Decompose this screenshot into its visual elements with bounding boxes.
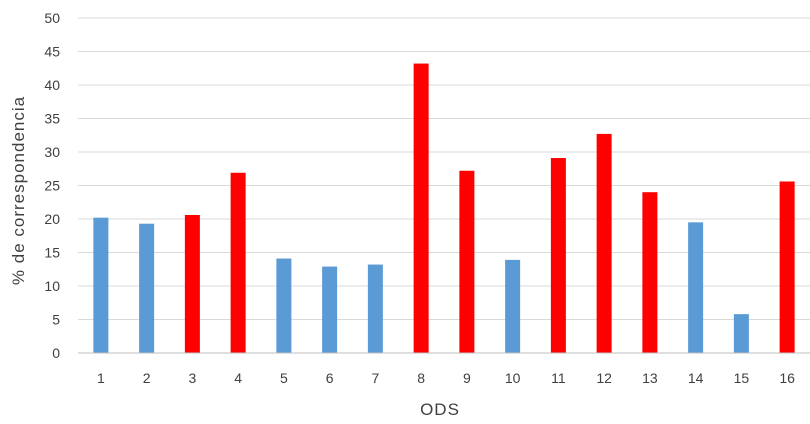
bar-ods-9 — [459, 170, 475, 353]
bar-ods-5 — [276, 258, 292, 353]
bar-ods-15 — [733, 314, 749, 353]
gridlines — [78, 17, 810, 320]
bar-ods-2 — [139, 223, 155, 353]
bar-ods-8 — [413, 63, 429, 354]
x-tick-label: 8 — [417, 370, 425, 386]
x-tick-label: 11 — [551, 370, 566, 386]
y-tick-label: 20 — [44, 211, 60, 227]
y-tick-label: 40 — [44, 77, 60, 93]
x-tick-label: 4 — [234, 370, 242, 386]
y-tick-label: 45 — [44, 44, 60, 60]
bar-ods-11 — [550, 158, 566, 353]
y-tick-label: 10 — [44, 278, 60, 294]
bar-ods-7 — [367, 264, 383, 353]
x-tick-label: 5 — [280, 370, 288, 386]
y-tick-label: 30 — [44, 144, 60, 160]
x-tick-label: 2 — [143, 370, 151, 386]
x-axis-title: ODS — [420, 400, 460, 419]
y-tick-label: 50 — [44, 10, 60, 26]
x-tick-label: 14 — [688, 370, 704, 386]
y-tick-label: 15 — [44, 245, 60, 261]
x-tick-label: 10 — [505, 370, 521, 386]
bar-ods-6 — [322, 266, 338, 353]
x-tick-label: 7 — [371, 370, 379, 386]
bar-ods-14 — [688, 222, 704, 353]
x-tick-label: 12 — [596, 370, 612, 386]
x-tick-label: 6 — [326, 370, 334, 386]
y-tick-label: 35 — [44, 111, 60, 127]
bar-ods-12 — [596, 133, 612, 353]
y-tick-label: 0 — [52, 345, 60, 361]
x-axis-tick-labels: 1 2 3 4 5 6 7 8 9 10 11 12 13 14 15 16 — [97, 370, 795, 386]
x-tick-label: 13 — [642, 370, 658, 386]
bar-ods-1 — [93, 217, 109, 353]
y-axis-tick-labels: 0 5 10 15 20 25 30 35 40 45 50 — [44, 10, 60, 361]
x-tick-label: 16 — [779, 370, 795, 386]
bar-ods-10 — [505, 259, 521, 353]
bar-ods-16 — [779, 181, 795, 353]
x-tick-label: 1 — [97, 370, 105, 386]
y-axis-title: % de correspondencia — [9, 96, 28, 285]
x-tick-label: 15 — [734, 370, 750, 386]
y-tick-label: 25 — [44, 178, 60, 194]
x-tick-label: 9 — [463, 370, 471, 386]
x-tick-label: 3 — [188, 370, 196, 386]
y-tick-label: 5 — [52, 312, 60, 328]
bar-ods-13 — [642, 192, 658, 353]
bar-ods-3 — [184, 214, 200, 353]
bar-ods-4 — [230, 172, 246, 353]
bars — [93, 63, 795, 354]
